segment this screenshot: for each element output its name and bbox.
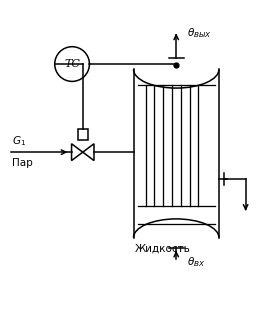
Text: Пар: Пар [12, 158, 33, 168]
Text: $\theta_{\it{ВЫХ}}$: $\theta_{\it{ВЫХ}}$ [187, 26, 211, 40]
Text: Жидкость: Жидкость [135, 243, 191, 253]
Text: $G_1$: $G_1$ [12, 135, 26, 148]
Bar [78, 129, 88, 140]
Text: TC: TC [64, 59, 80, 69]
Text: $\theta_{\it{ВХ}}$: $\theta_{\it{ВХ}}$ [187, 255, 205, 268]
